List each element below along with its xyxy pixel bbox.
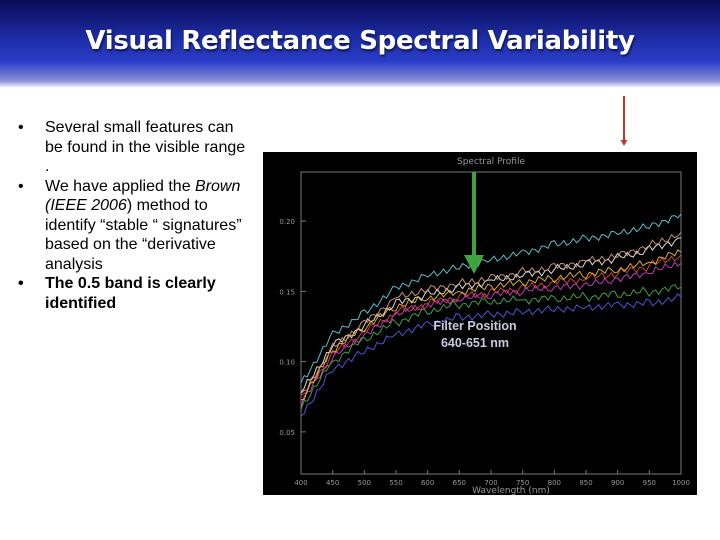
title-bar: Visual Reflectance Spectral Variability bbox=[0, 0, 720, 88]
chart-title: Spectral Profile bbox=[457, 157, 525, 167]
x-tick-label: 700 bbox=[484, 479, 497, 487]
spectrum-line-7 bbox=[300, 293, 682, 417]
x-tick-label: 400 bbox=[294, 479, 307, 487]
spectrum-line-8 bbox=[300, 232, 682, 394]
spectrum-line-5 bbox=[300, 249, 682, 401]
slide-title: Visual Reflectance Spectral Variability bbox=[85, 26, 635, 56]
x-tick-label: 550 bbox=[389, 479, 402, 487]
filter-position-title: Filter Position bbox=[433, 319, 517, 333]
x-tick-label: 900 bbox=[611, 479, 624, 487]
y-tick-label: 0.15 bbox=[279, 288, 295, 296]
bullet-text: Several small features can be found in t… bbox=[45, 119, 246, 175]
spectrum-line-2 bbox=[300, 237, 682, 393]
spectrum-line-1 bbox=[300, 213, 682, 383]
x-tick-label: 850 bbox=[579, 479, 592, 487]
y-tick-label: 0.05 bbox=[279, 429, 295, 437]
spectrum-line-4 bbox=[300, 261, 682, 407]
filter-position-range: 640-651 nm bbox=[440, 336, 510, 350]
spectral-chart-svg: Spectral Profile Wavelength (nm) 400 450 500… bbox=[279, 157, 690, 495]
x-tick-label: 1000 bbox=[672, 479, 690, 487]
filter-marker-head bbox=[620, 140, 628, 146]
spectral-plot: Spectral Profile Wavelength (nm) 400 450 500… bbox=[263, 152, 697, 495]
x-tick-label: 650 bbox=[453, 479, 466, 487]
bullet-text-after: ) method to identify “stable “ signature… bbox=[45, 197, 242, 273]
x-tick-label: 500 bbox=[358, 479, 371, 487]
bullet-item-3: The 0.5 band is clearly identified bbox=[18, 274, 253, 313]
y-tick-label: 0.20 bbox=[279, 218, 295, 226]
x-tick-label: 450 bbox=[326, 479, 339, 487]
bullet-list: Several small features can be found in t… bbox=[18, 118, 253, 313]
spectrum-line-6 bbox=[300, 283, 682, 410]
bullet-text: The 0.5 band is clearly identified bbox=[45, 275, 216, 312]
x-axis-label: Wavelength (nm) bbox=[472, 486, 550, 495]
bullet-item-2: We have applied the Brown (IEEE 2006) me… bbox=[18, 177, 253, 275]
bullet-item-1: Several small features can be found in t… bbox=[18, 118, 253, 177]
x-tick-label: 950 bbox=[643, 479, 656, 487]
x-tick-label: 600 bbox=[421, 479, 434, 487]
filter-arrow-head bbox=[464, 255, 484, 274]
spectrum-line-3 bbox=[300, 254, 682, 396]
bullet-text-italic: Brown (IEEE 2006 bbox=[45, 177, 241, 215]
filter-position-label: Filter Position 640-651 nm bbox=[413, 318, 537, 352]
x-tick-label: 750 bbox=[516, 479, 529, 487]
y-tick-label: 0.10 bbox=[279, 359, 295, 367]
x-tick-label: 800 bbox=[548, 479, 561, 487]
bullet-text-before: We have applied the bbox=[45, 177, 196, 195]
